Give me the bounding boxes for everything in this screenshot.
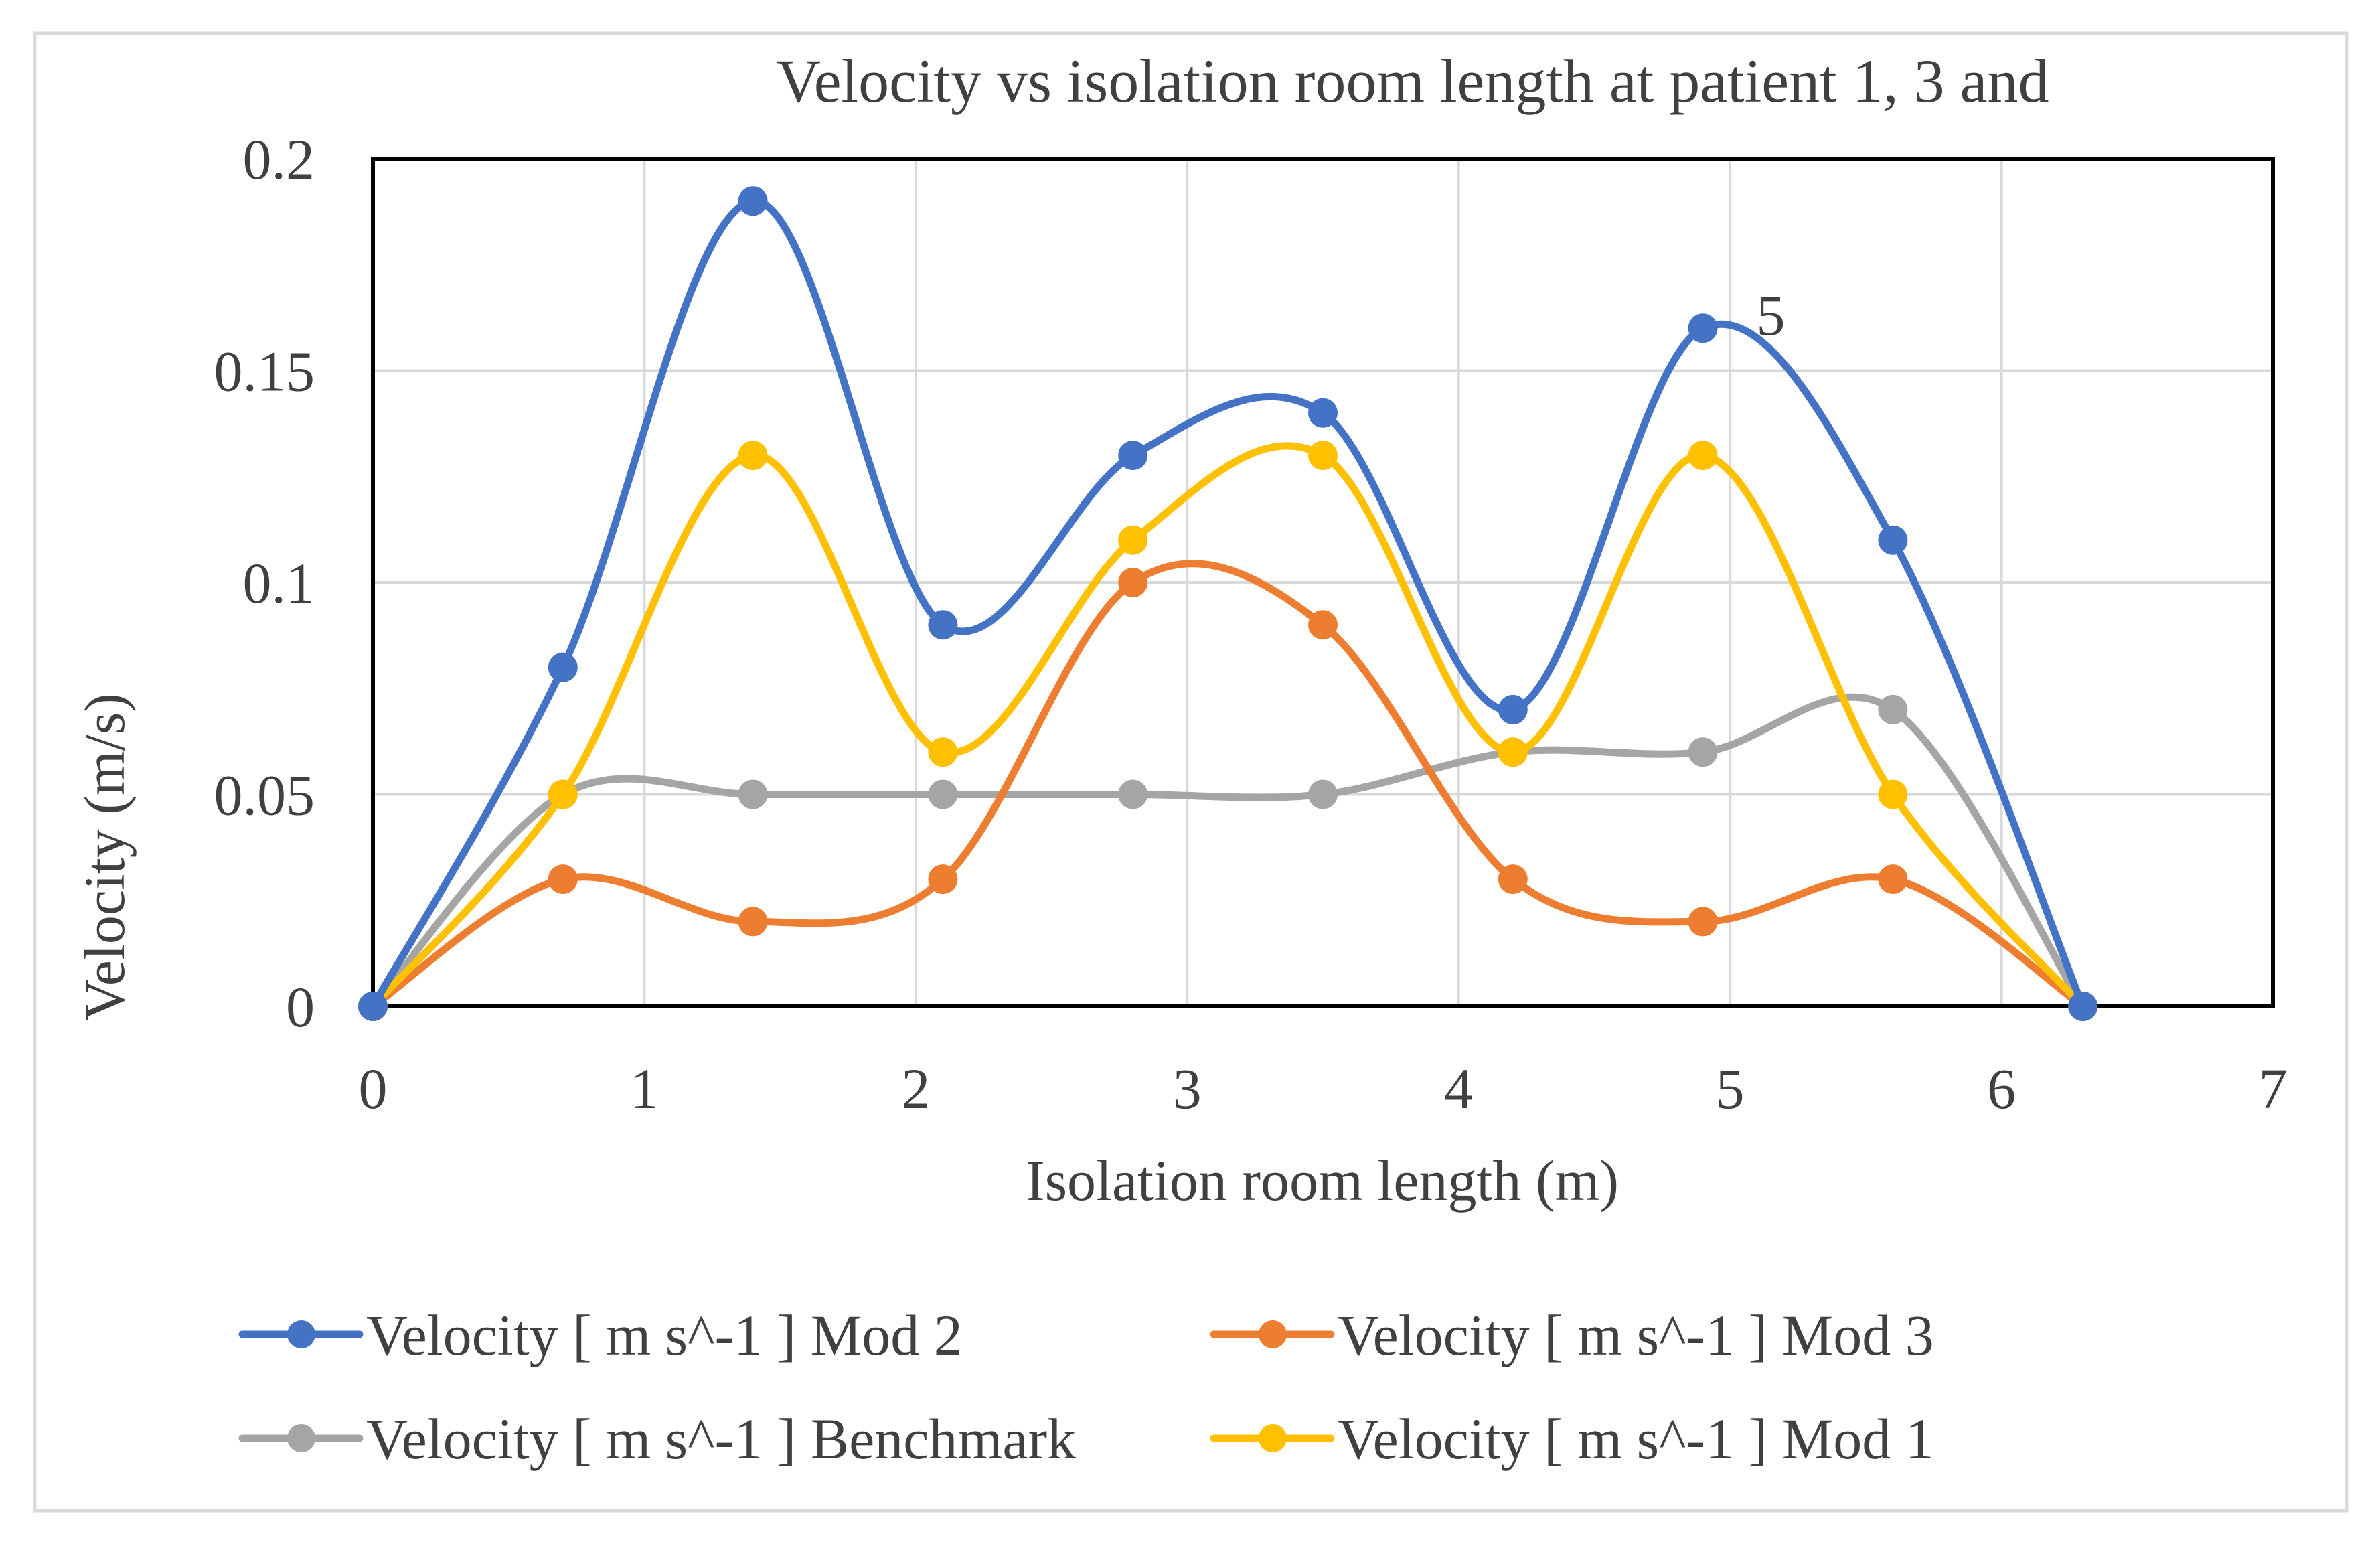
x-axis-title: Isolation room length (m) (1026, 1148, 1619, 1213)
data-point-s0-8 (1878, 525, 1908, 555)
data-point-s2-7 (1688, 737, 1718, 767)
legend-swatch-marker-2 (287, 1424, 315, 1452)
x-tick-label-6: 6 (1987, 1057, 2016, 1121)
x-tick-label-0: 0 (359, 1057, 388, 1121)
data-point-s1-6 (1498, 864, 1528, 895)
series-line-1 (369, 560, 2087, 1010)
data-point-s3-6 (1498, 737, 1528, 767)
data-point-s0-7 (1688, 313, 1718, 343)
data-point-s2-3 (928, 779, 958, 809)
data-point-s0-4 (1118, 441, 1148, 471)
legend-label-2: Velocity [ m s^-1 ] Benchmark (366, 1407, 1076, 1471)
data-point-s0-9 (2068, 992, 2098, 1021)
y-axis-title: Velocity (m/s) (72, 693, 137, 1021)
data-point-s1-3 (928, 864, 958, 895)
y-tick-label-4: 0.2 (243, 127, 315, 191)
legend-swatch-marker-3 (1259, 1424, 1287, 1452)
data-point-s1-4 (1118, 568, 1148, 597)
data-point-s1-5 (1308, 610, 1338, 640)
series-1 (358, 560, 2098, 1021)
data-point-s1-7 (1688, 907, 1718, 937)
data-point-s2-5 (1308, 779, 1338, 809)
legend: Velocity [ m s^-1 ] Mod 2 Velocity [ m s^… (238, 1303, 1934, 1471)
series-line-2 (369, 693, 2087, 1010)
plot-area-border (371, 157, 2275, 1008)
data-point-s0-0 (358, 992, 388, 1021)
legend-label-1: Velocity [ m s^-1 ] Mod 3 (1338, 1303, 1934, 1367)
data-point-s3-8 (1878, 779, 1908, 809)
y-axis-tick-labels: 0 0.05 0.1 0.15 0.2 (214, 127, 315, 1039)
data-point-s2-8 (1878, 694, 1908, 724)
data-point-s0-2 (738, 186, 768, 216)
chart-border (33, 31, 2349, 1513)
data-point-s3-2 (738, 441, 768, 471)
legend-swatch-marker-1 (1259, 1320, 1287, 1348)
legend-swatch-marker-0 (287, 1320, 315, 1348)
x-tick-label-2: 2 (901, 1057, 930, 1121)
y-tick-label-2: 0.1 (243, 551, 315, 615)
legend-item-2: Velocity [ m s^-1 ] Benchmark (238, 1407, 1076, 1471)
data-point-s0-6 (1498, 694, 1528, 724)
series-0 (358, 186, 2098, 1021)
data-point-s1-2 (738, 907, 768, 937)
x-tick-label-1: 1 (630, 1057, 659, 1121)
x-tick-label-3: 3 (1173, 1057, 1202, 1121)
legend-item-3: Velocity [ m s^-1 ] Mod 1 (1210, 1407, 1934, 1471)
chart-title: Velocity vs isolation room length at pat… (776, 47, 2049, 115)
data-point-s3-4 (1118, 525, 1148, 555)
data-point-s3-7 (1688, 441, 1718, 471)
data-point-s3-1 (548, 779, 578, 809)
data-point-s2-2 (738, 779, 768, 809)
legend-item-0: Velocity [ m s^-1 ] Mod 2 (238, 1303, 963, 1367)
data-point-s3-3 (928, 737, 958, 767)
x-axis-tick-labels: 0 1 2 3 4 5 6 7 (359, 1057, 2288, 1121)
legend-label-3: Velocity [ m s^-1 ] Mod 1 (1338, 1407, 1934, 1471)
chart-annotation: 5 (1757, 283, 1786, 348)
data-point-s0-1 (548, 652, 578, 682)
legend-item-1: Velocity [ m s^-1 ] Mod 3 (1210, 1303, 1934, 1367)
y-tick-label-0: 0 (286, 975, 315, 1039)
data-point-s0-5 (1308, 398, 1338, 428)
legend-label-0: Velocity [ m s^-1 ] Mod 2 (366, 1303, 963, 1367)
series-line-3 (369, 442, 2087, 1010)
series-layer (358, 186, 2098, 1021)
data-point-s0-3 (928, 610, 958, 640)
data-point-s1-1 (548, 864, 578, 895)
x-tick-label-7: 7 (2259, 1057, 2288, 1121)
data-point-s3-5 (1308, 441, 1338, 471)
series-line-0 (369, 197, 2087, 1010)
y-tick-label-1: 0.05 (214, 763, 315, 828)
data-point-s1-8 (1878, 864, 1908, 895)
data-point-s2-4 (1118, 779, 1148, 809)
x-tick-label-5: 5 (1716, 1057, 1745, 1121)
y-tick-label-3: 0.15 (214, 339, 315, 404)
x-tick-label-4: 4 (1444, 1057, 1473, 1121)
